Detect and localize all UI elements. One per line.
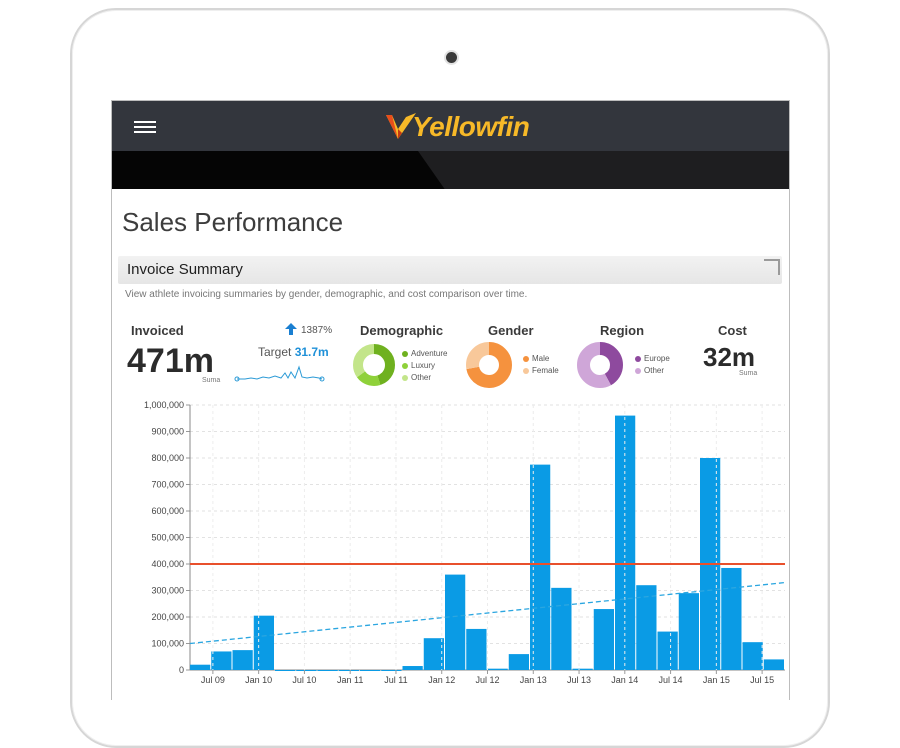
x-tick-label: Jan 12 <box>428 675 455 685</box>
bar[interactable] <box>381 670 402 671</box>
header-banner <box>112 151 789 189</box>
y-tick-label: 800,000 <box>151 453 184 463</box>
bar[interactable] <box>190 664 211 670</box>
y-tick-label: 100,000 <box>151 639 184 649</box>
region-slice <box>577 342 623 388</box>
x-tick-label: Jul 14 <box>659 675 683 685</box>
x-tick-label: Jul 11 <box>384 675 407 685</box>
invoice-bar-chart: 1,000,000 900,000 800,000 700,000 600,000 500… <box>144 400 786 685</box>
y-tick-label: 600,000 <box>151 506 184 516</box>
x-tick-label: Jul 12 <box>475 675 499 685</box>
bar[interactable] <box>466 628 487 670</box>
legend-male: Male <box>532 354 550 363</box>
x-tick-label: Jan 13 <box>520 675 547 685</box>
y-tick-label: 700,000 <box>151 480 184 490</box>
page-title: Sales Performance <box>122 207 344 237</box>
legend-other-demographic: Other <box>411 373 432 382</box>
demographic-donut-chart <box>353 344 395 386</box>
invoiced-change: 1387% <box>301 325 333 336</box>
expand-corner-icon[interactable] <box>764 259 780 275</box>
region-label: Region <box>600 323 645 338</box>
y-tick-label: 1,000,000 <box>144 400 184 410</box>
bar[interactable] <box>636 585 657 670</box>
x-tick-label: Jul 15 <box>750 675 774 685</box>
bar[interactable] <box>551 587 572 670</box>
gender-legend: Male Female <box>523 353 559 377</box>
app-screen: Yellowfin Sales Performance Invoice Summ… <box>111 100 790 700</box>
bar[interactable] <box>721 567 742 670</box>
y-tick-label: 200,000 <box>151 612 184 622</box>
region-legend: Europe Other <box>635 353 670 377</box>
hamburger-menu-icon[interactable] <box>134 121 156 133</box>
bar[interactable] <box>275 670 296 671</box>
bar[interactable] <box>487 668 508 670</box>
bar[interactable] <box>317 670 338 671</box>
bar[interactable] <box>657 631 678 670</box>
cost-unit: Suma <box>739 370 758 377</box>
bar[interactable] <box>232 650 253 670</box>
y-tick-label: 500,000 <box>151 533 184 543</box>
bar[interactable] <box>402 666 423 670</box>
x-tick-label: Jul 10 <box>292 675 316 685</box>
bar[interactable] <box>593 609 614 670</box>
x-tick-label: Jan 14 <box>611 675 638 685</box>
bar[interactable] <box>530 464 551 670</box>
bar[interactable] <box>615 415 636 670</box>
invoiced-sparkline <box>234 365 325 382</box>
target-label: Target <box>258 345 292 359</box>
bar[interactable] <box>508 654 529 670</box>
top-bar: Yellowfin <box>112 101 789 151</box>
bar[interactable] <box>360 670 381 671</box>
legend-luxury: Luxury <box>411 361 436 370</box>
section-header: Invoice Summary <box>118 256 782 284</box>
up-arrow-icon <box>285 323 297 335</box>
x-tick-label: Jan 10 <box>245 675 272 685</box>
bar[interactable] <box>678 593 699 670</box>
demographic-slice <box>353 344 395 386</box>
cost-label: Cost <box>718 323 747 338</box>
cost-value: 32m <box>703 342 756 372</box>
legend-other-region: Other <box>644 366 665 375</box>
trend-line <box>189 581 786 645</box>
invoiced-unit: Suma <box>202 377 221 384</box>
x-tick-label: Jul 13 <box>567 675 591 685</box>
bar[interactable] <box>338 670 359 671</box>
section-title: Invoice Summary <box>127 261 243 278</box>
logo-fin-icon <box>386 113 416 139</box>
legend-female: Female <box>532 366 559 375</box>
bar[interactable] <box>423 638 444 670</box>
x-tick-label: Jan 11 <box>337 675 363 685</box>
legend-adventure: Adventure <box>411 349 448 358</box>
bar[interactable] <box>742 642 763 670</box>
bar[interactable] <box>253 615 274 670</box>
brand-logo: Yellowfin <box>384 109 530 145</box>
invoiced-label: Invoiced <box>131 323 184 338</box>
target-value: 31.7m <box>294 345 329 359</box>
section-description: View athlete invoicing summaries by gend… <box>125 289 528 300</box>
camera-icon <box>446 52 457 63</box>
x-tick-label: Jan 15 <box>703 675 730 685</box>
bar[interactable] <box>763 659 784 670</box>
y-tick-label: 0 <box>179 665 184 675</box>
invoiced-value: 471m <box>127 342 214 380</box>
y-tick-label: 300,000 <box>151 586 184 596</box>
y-tick-label: 900,000 <box>151 427 184 437</box>
y-tick-label: 400,000 <box>151 559 184 569</box>
bar[interactable] <box>211 651 232 670</box>
brand-wordmark: Yellowfin <box>412 111 530 142</box>
legend-europe: Europe <box>644 354 670 363</box>
demographic-label: Demographic <box>360 323 444 338</box>
x-tick-label: Jul 09 <box>201 675 225 685</box>
demographic-slice <box>353 344 395 386</box>
gender-donut-chart <box>466 342 512 388</box>
region-donut-chart <box>577 342 623 388</box>
target-text: Target 31.7m <box>258 345 329 359</box>
demographic-legend: Adventure Luxury Other <box>402 348 447 384</box>
gender-slice <box>466 342 512 388</box>
gender-label: Gender <box>488 323 534 338</box>
bar[interactable] <box>296 670 317 671</box>
bar[interactable] <box>572 668 593 670</box>
bar[interactable] <box>445 574 466 670</box>
